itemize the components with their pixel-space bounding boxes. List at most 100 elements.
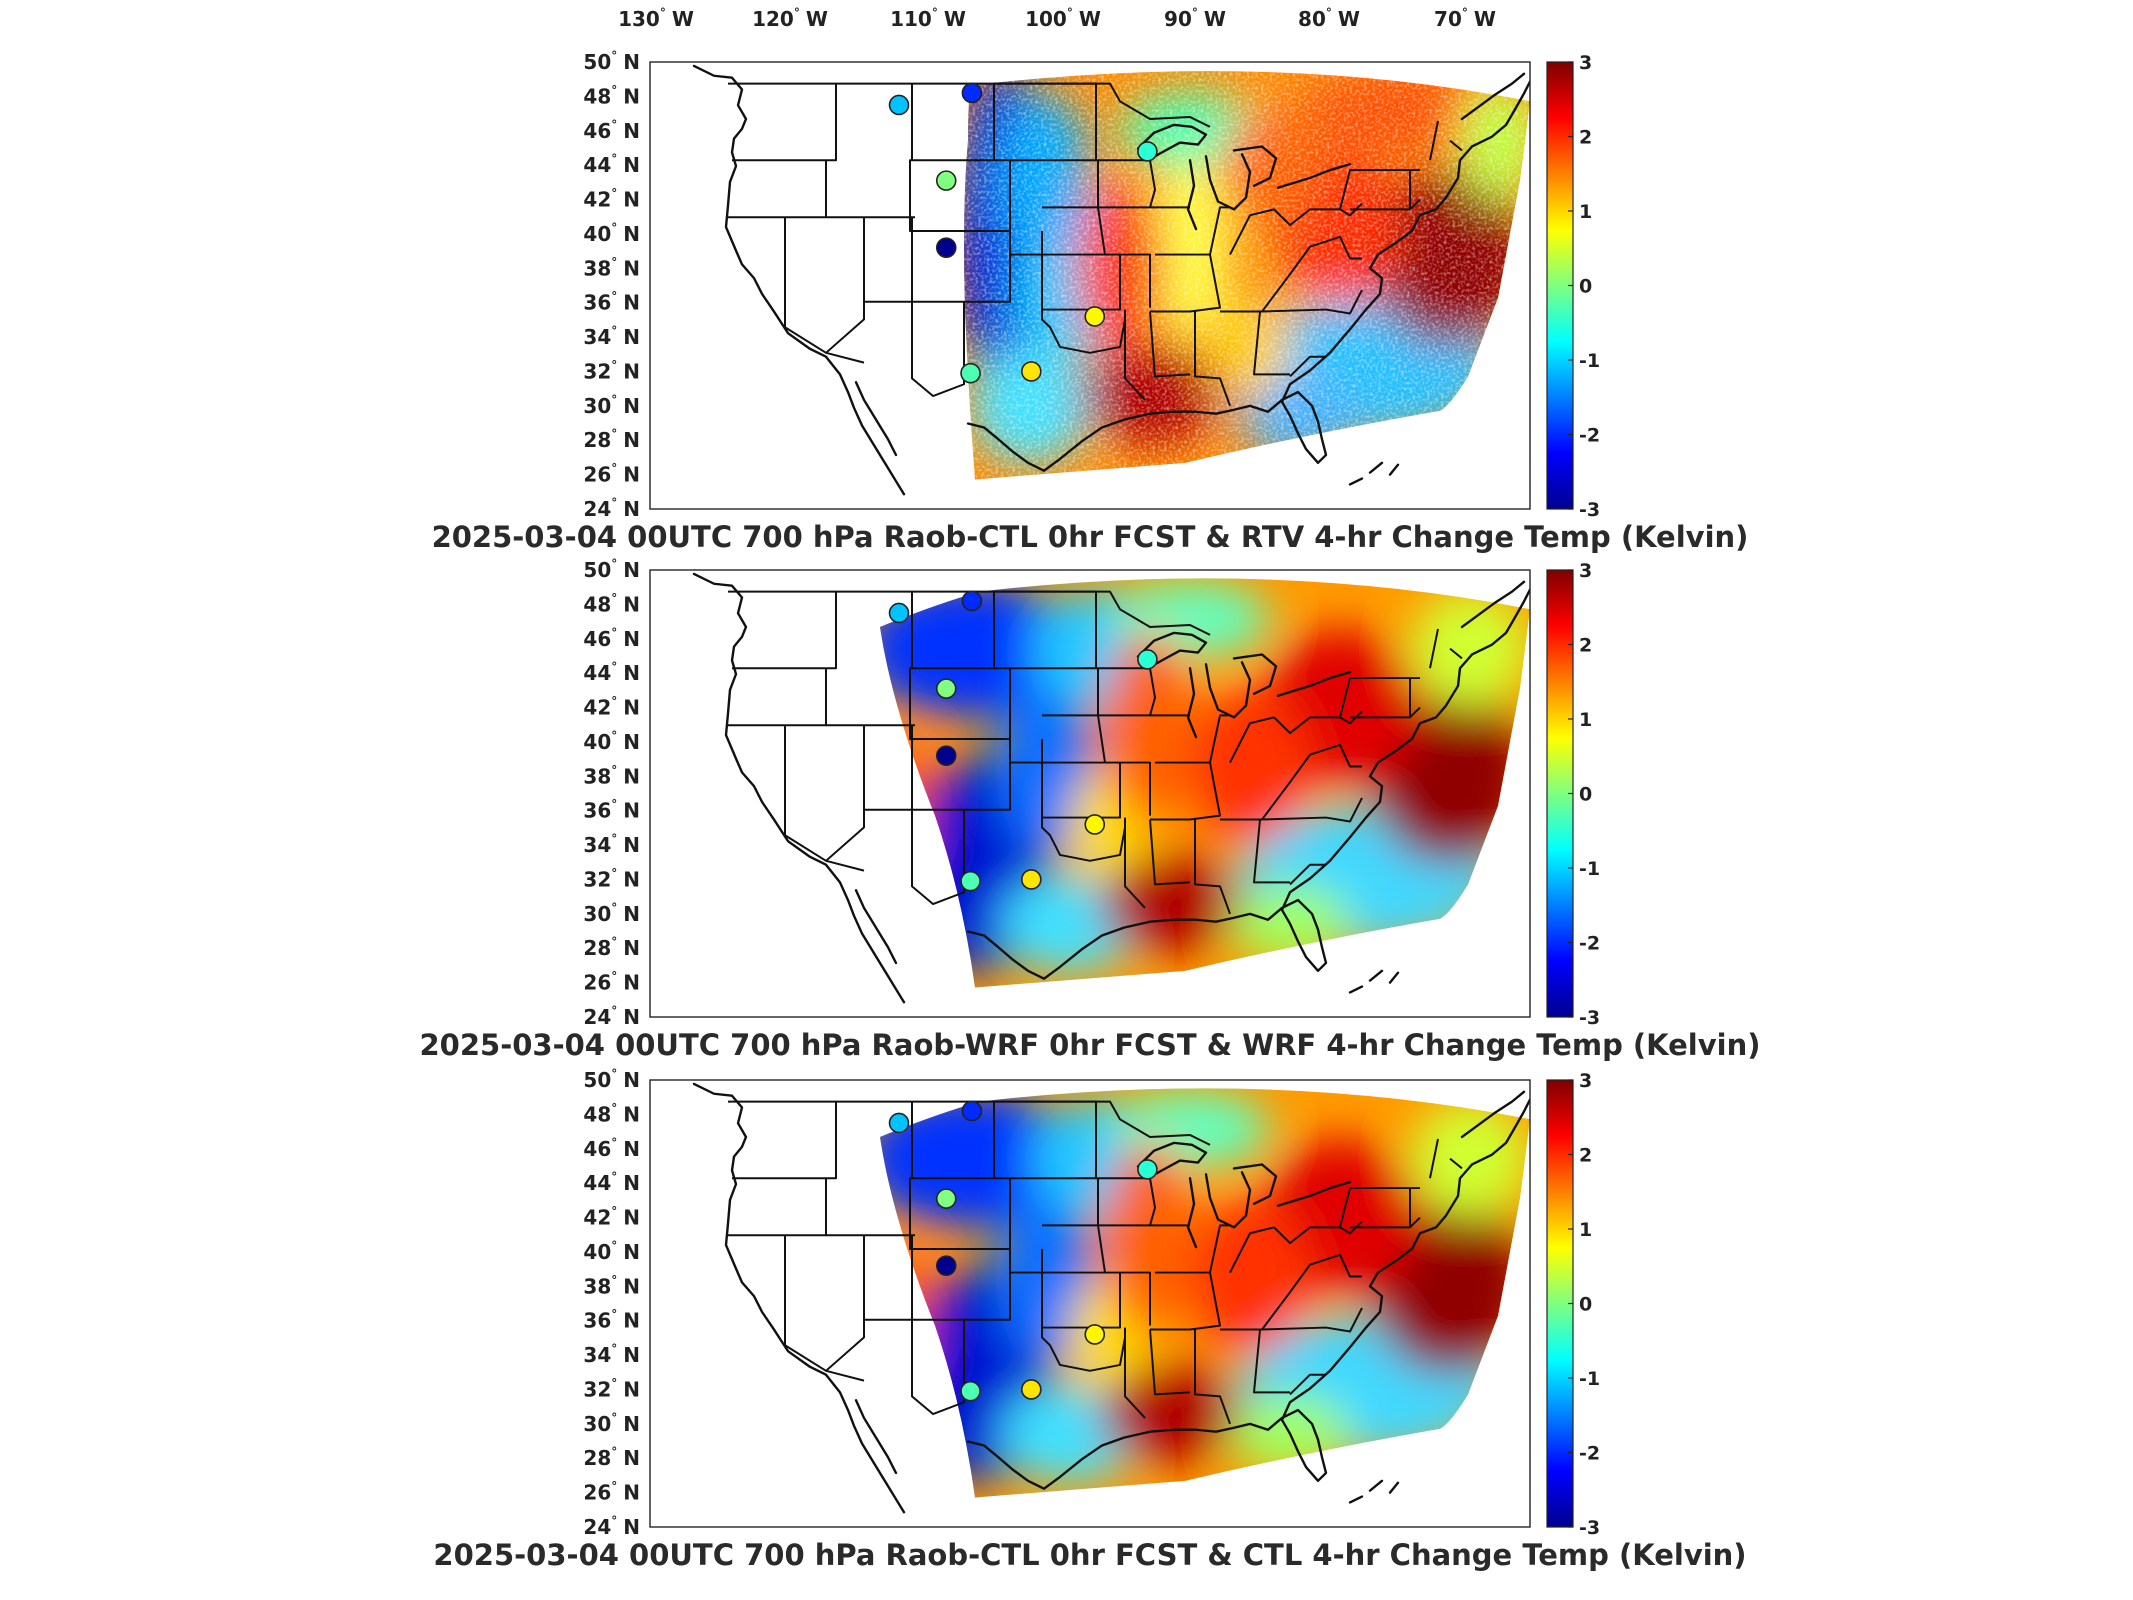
lat-tick-label: 36° N (583, 290, 640, 315)
raob-station-marker[interactable] (1084, 306, 1106, 327)
lat-tick-label: 36° N (583, 1308, 640, 1333)
lat-tick-label: 40° N (583, 1239, 640, 1264)
panel-title: 2025-03-04 00UTC 700 hPa Raob-CTL 0hr FC… (433, 1538, 1746, 1572)
raob-station-marker[interactable] (961, 1100, 983, 1122)
lat-tick-label: 28° N (583, 1445, 640, 1470)
lon-tick-label: 120° W (752, 6, 828, 31)
colorbar-tick-label: -1 (1579, 858, 1600, 880)
map-area (649, 569, 1531, 1018)
raob-station-marker[interactable] (935, 237, 957, 258)
lon-tick-label: 130° W (618, 6, 694, 31)
colorbar-tick-label: 3 (1579, 1070, 1592, 1092)
lat-tick-label: 40° N (583, 221, 640, 246)
map-panel-2: 50° N 48° N 46° N 44° N 42° N 40° N 38° N 36° N 34° N 32° N… (419, 557, 1760, 1062)
colorbar-tick-label: 0 (1579, 784, 1592, 806)
raob-station-marker[interactable] (935, 745, 957, 766)
raob-station-marker[interactable] (960, 870, 981, 892)
colorbar-tick-label: -3 (1579, 499, 1600, 521)
raob-station-marker[interactable] (1084, 1324, 1106, 1345)
raob-station-marker[interactable] (1137, 649, 1158, 670)
lat-tick-label: 26° N (583, 1480, 640, 1505)
raob-station-marker[interactable] (888, 1112, 910, 1134)
raob-station-marker[interactable] (888, 94, 910, 116)
map-area (649, 1079, 1531, 1528)
raob-station-marker[interactable] (1021, 869, 1042, 890)
lon-tick-label: 90° W (1164, 6, 1226, 31)
map-panel-3: 50° N 48° N 46° N 44° N 42° N 40° N 38° N 36° N 34° N 32° N… (433, 1067, 1746, 1572)
raob-station-marker[interactable] (960, 362, 981, 384)
lon-tick-label: 110° W (890, 6, 966, 31)
lat-tick-label: 50° N (583, 557, 640, 582)
raob-station-marker[interactable] (935, 1188, 957, 1209)
colorbar-tick-label: 0 (1579, 1294, 1592, 1316)
map-panels: 50° N 48° N 46° N 44° N 42° N 40° N 38° N 36° N 34° N 32° N… (419, 49, 1760, 1572)
raob-station-marker[interactable] (1137, 141, 1158, 162)
raob-station-marker[interactable] (888, 602, 910, 624)
lat-tick-label: 28° N (583, 935, 640, 960)
lat-tick-label: 34° N (583, 324, 640, 349)
map-frame (649, 1079, 1531, 1528)
lat-tick-label: 48° N (583, 591, 640, 616)
map-area (649, 61, 1531, 510)
raob-station-marker[interactable] (1021, 1379, 1042, 1400)
lat-tick-label: 44° N (583, 152, 640, 177)
colorbar-tick-label: -2 (1579, 933, 1600, 955)
lat-tick-label: 40° N (583, 729, 640, 754)
lat-tick-label: 30° N (583, 393, 640, 418)
lat-tick-label: 50° N (583, 1067, 640, 1092)
colorbar-tick-label: -1 (1579, 350, 1600, 372)
lat-tick-label: 42° N (583, 1205, 640, 1230)
raob-station-marker[interactable] (1137, 1159, 1158, 1180)
raob-station-marker[interactable] (1084, 814, 1106, 835)
lat-tick-label: 36° N (583, 798, 640, 823)
lat-tick-label: 44° N (583, 660, 640, 685)
lat-tick-label: 32° N (583, 358, 640, 383)
lon-tick-label: 70° W (1434, 6, 1496, 31)
colorbar-tick-label: 1 (1579, 201, 1592, 223)
lat-tick-label: 34° N (583, 1342, 640, 1367)
lat-tick-label: 38° N (583, 255, 640, 280)
lat-tick-label: 48° N (583, 83, 640, 108)
raob-station-marker[interactable] (960, 1380, 981, 1402)
colorbar-tick-label: -2 (1579, 1443, 1600, 1465)
colorbar-tick-label: -3 (1579, 1517, 1600, 1539)
lat-tick-label: 46° N (583, 1136, 640, 1161)
raob-station-marker[interactable] (935, 1255, 957, 1276)
colorbar: 3 2 1 0 -1 -2 -3 (1546, 560, 1600, 1029)
colorbar: 3 2 1 0 -1 -2 -3 (1546, 52, 1600, 521)
lat-tick-label: 46° N (583, 118, 640, 143)
raob-station-marker[interactable] (961, 82, 983, 104)
lat-tick-label: 26° N (583, 462, 640, 487)
raob-station-marker[interactable] (961, 590, 983, 612)
colorbar-tick-label: 2 (1579, 127, 1592, 149)
colorbar: 3 2 1 0 -1 -2 -3 (1546, 1070, 1600, 1539)
colorbar-tick-label: 3 (1579, 52, 1592, 74)
panel-title: 2025-03-04 00UTC 700 hPa Raob-CTL 0hr FC… (432, 520, 1749, 554)
lat-tick-label: 24° N (583, 1514, 640, 1539)
raob-station-marker[interactable] (935, 678, 957, 699)
colorbar-tick-label: 2 (1579, 635, 1592, 657)
raob-station-marker[interactable] (935, 170, 957, 191)
map-panel-1: 50° N 48° N 46° N 44° N 42° N 40° N 38° N 36° N 34° N 32° N… (432, 49, 1749, 554)
lon-tick-label: 80° W (1298, 6, 1360, 31)
lon-tick-label: 100° W (1025, 6, 1101, 31)
map-frame (649, 61, 1531, 510)
raob-station-marker[interactable] (1021, 361, 1042, 382)
longitude-axis: 130° W 120° W 110° W 100° W 90° W 80° W 70° W (618, 6, 1496, 31)
lat-tick-label: 30° N (583, 901, 640, 926)
colorbar-tick-label: 1 (1579, 1219, 1592, 1241)
colorbar-tick-label: -1 (1579, 1368, 1600, 1390)
lat-tick-label: 30° N (583, 1411, 640, 1436)
lat-tick-label: 42° N (583, 695, 640, 720)
lat-tick-label: 34° N (583, 832, 640, 857)
lat-tick-label: 26° N (583, 970, 640, 995)
lat-tick-label: 28° N (583, 427, 640, 452)
colorbar-tick-label: 3 (1579, 560, 1592, 582)
colorbar-tick-label: 2 (1579, 1145, 1592, 1167)
lat-tick-label: 50° N (583, 49, 640, 74)
lat-tick-label: 38° N (583, 763, 640, 788)
colorbar-tick-label: 1 (1579, 709, 1592, 731)
colorbar-tick-label: -2 (1579, 425, 1600, 447)
lat-tick-label: 44° N (583, 1170, 640, 1195)
